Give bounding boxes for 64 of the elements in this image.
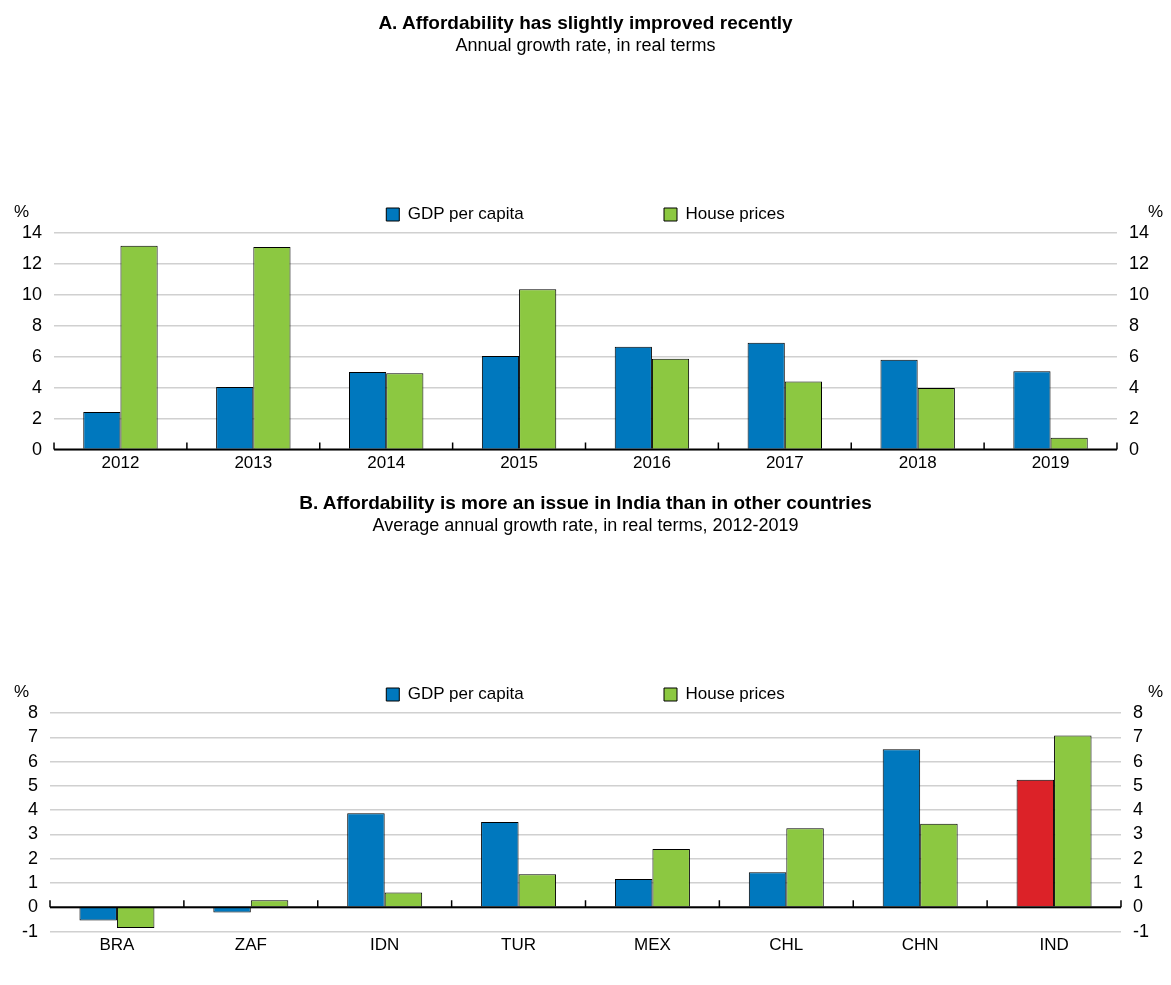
y-tick-label: 4 xyxy=(27,799,38,820)
x-tick-label: 2019 xyxy=(1031,453,1070,473)
y2-tick-label: 12 xyxy=(1128,252,1150,273)
x-tick-label: 2013 xyxy=(234,453,273,473)
y2-tick-label: 0 xyxy=(1133,896,1144,917)
chart-subtitle: Average annual growth rate, in real terms, 2012-2019 xyxy=(371,514,800,536)
x-tick-label: 2015 xyxy=(500,453,538,473)
y-tick-label: 2 xyxy=(27,847,38,868)
y2-tick-label: 5 xyxy=(1133,774,1144,795)
x-tick-label: ZAF xyxy=(234,935,267,955)
y-tick-label: 2 xyxy=(32,407,43,428)
y-tick-label: 0 xyxy=(27,896,38,917)
y-tick-label: 14 xyxy=(21,221,43,242)
y2-tick-label: 8 xyxy=(1133,701,1144,722)
y-tick-label: -1 xyxy=(21,920,38,941)
x-tick-label: MEX xyxy=(634,935,671,955)
legend-label: House prices xyxy=(685,204,785,224)
y2-tick-label: 2 xyxy=(1133,847,1144,868)
y-tick-label: 6 xyxy=(27,750,38,771)
x-tick-label: 2016 xyxy=(633,453,671,473)
y-tick-label: 4 xyxy=(32,376,43,397)
x-tick-label: IDN xyxy=(370,935,400,955)
y2-tick-label: 1 xyxy=(1133,871,1144,892)
y2-tick-label: 2 xyxy=(1128,407,1139,428)
y-tick-label: 8 xyxy=(32,314,43,335)
x-tick-label: 2017 xyxy=(765,453,804,473)
y2-tick-label: 4 xyxy=(1128,376,1139,397)
legend-label: GDP per capita xyxy=(407,684,525,704)
chart-title: B. Affordability is more an issue in India than in other countries xyxy=(298,491,873,514)
y-tick-label: 6 xyxy=(32,345,43,366)
x-tick-label: TUR xyxy=(501,935,537,955)
chart-title: A. Affordability has slightly improved recently xyxy=(377,11,794,34)
legend-label: GDP per capita xyxy=(407,204,525,224)
x-tick-label: CHL xyxy=(769,935,804,955)
legend-label: House prices xyxy=(685,684,785,704)
y-axis-title: % xyxy=(14,202,30,222)
y-tick-label: 10 xyxy=(21,283,43,304)
y2-tick-label: 6 xyxy=(1133,750,1144,771)
y2-tick-label: -1 xyxy=(1133,920,1150,941)
y-tick-label: 5 xyxy=(27,774,38,795)
y-tick-label: 3 xyxy=(27,823,38,844)
y2-tick-label: 0 xyxy=(1128,438,1139,459)
y2-tick-label: 3 xyxy=(1133,823,1144,844)
y-tick-label: 7 xyxy=(27,726,38,747)
y2-tick-label: 8 xyxy=(1128,314,1139,335)
y-tick-label: 8 xyxy=(27,701,38,722)
x-tick-label: 2018 xyxy=(898,453,937,473)
y-axis-title: % xyxy=(14,682,30,702)
y2-axis-title: % xyxy=(1147,682,1163,702)
y2-tick-label: 14 xyxy=(1128,221,1150,242)
chart-subtitle: Annual growth rate, in real terms xyxy=(454,34,717,56)
x-tick-label: CHN xyxy=(901,935,939,955)
y2-axis-title: % xyxy=(1147,202,1163,222)
y-tick-label: 12 xyxy=(21,252,43,273)
y-tick-label: 0 xyxy=(32,438,43,459)
x-tick-label: 2012 xyxy=(101,453,140,473)
y2-tick-label: 4 xyxy=(1133,799,1144,820)
x-tick-label: BRA xyxy=(99,935,136,955)
y-tick-label: 1 xyxy=(27,871,38,892)
y2-tick-label: 10 xyxy=(1128,283,1150,304)
y2-tick-label: 6 xyxy=(1128,345,1139,366)
x-tick-label: IND xyxy=(1039,935,1069,955)
x-tick-label: 2014 xyxy=(367,453,406,473)
y2-tick-label: 7 xyxy=(1133,726,1144,747)
